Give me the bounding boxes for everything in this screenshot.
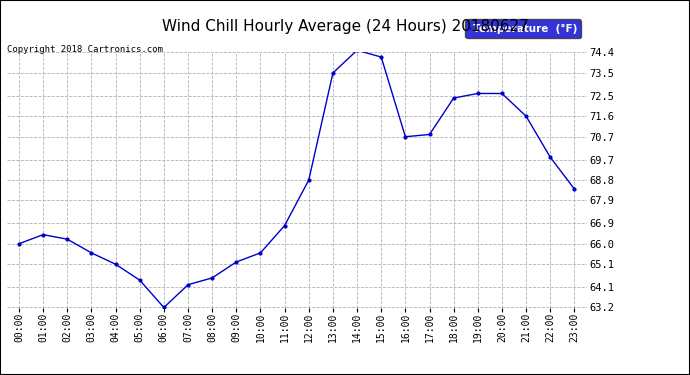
Text: Wind Chill Hourly Average (24 Hours) 20180627: Wind Chill Hourly Average (24 Hours) 201… xyxy=(161,19,529,34)
Text: Copyright 2018 Cartronics.com: Copyright 2018 Cartronics.com xyxy=(7,45,163,54)
Legend: Temperature  (°F): Temperature (°F) xyxy=(466,20,581,38)
